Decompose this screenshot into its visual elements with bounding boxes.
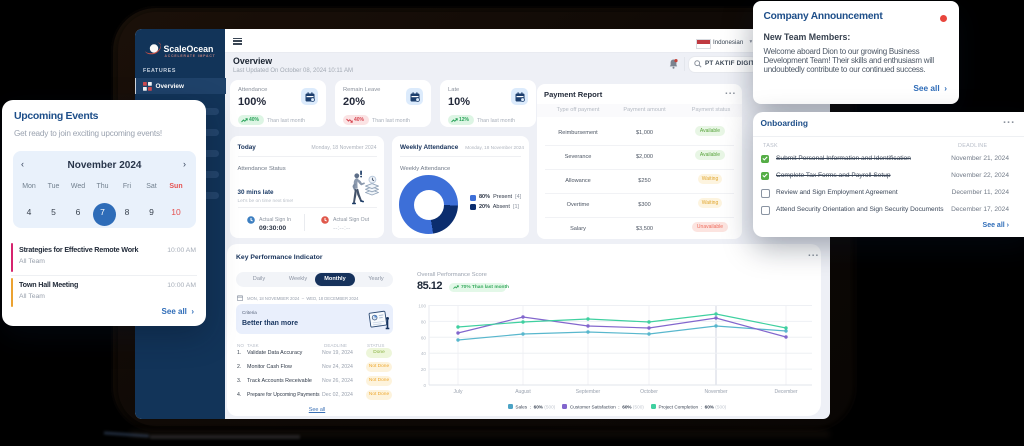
svg-text:100: 100 bbox=[418, 303, 426, 308]
svg-text:September: September bbox=[576, 389, 601, 395]
svg-text:December: December bbox=[774, 389, 797, 395]
svg-text:October: October bbox=[640, 389, 658, 395]
svg-text:November: November bbox=[704, 389, 727, 395]
svg-text:60: 60 bbox=[421, 335, 427, 340]
svg-text:40: 40 bbox=[421, 351, 427, 356]
svg-text:20: 20 bbox=[421, 367, 427, 372]
svg-text:0: 0 bbox=[423, 383, 426, 388]
svg-text:August: August bbox=[515, 389, 531, 395]
svg-text:80: 80 bbox=[421, 319, 427, 324]
svg-text:July: July bbox=[454, 389, 463, 395]
